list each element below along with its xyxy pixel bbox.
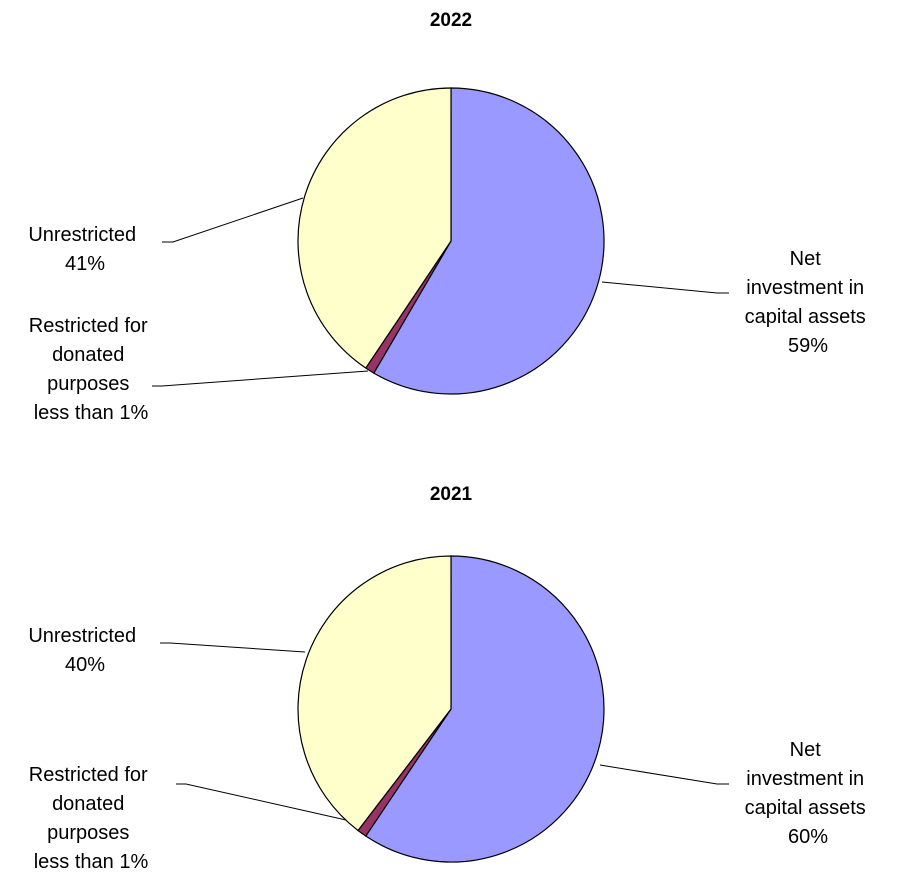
chart-title: 2021: [430, 484, 473, 505]
pie-slice-unrestricted: [297, 87, 452, 369]
leader-line-net-investment: [601, 281, 729, 294]
label-restricted: Restricted for donated purposes less tha…: [29, 315, 154, 424]
pie-slice-unrestricted: [297, 555, 452, 832]
chart-title: 2022: [430, 10, 472, 31]
label-restricted: Restricted for donated purposes less tha…: [29, 764, 154, 873]
leader-line-restricted: [176, 783, 347, 821]
leader-line-net-investment: [599, 764, 729, 785]
label-net-investment: Net investment in capital assets 60%: [745, 739, 872, 848]
pie-slice-net-investment-in-capital-assets: [364, 555, 605, 863]
pie-slice-net-investment-in-capital-assets: [372, 87, 605, 395]
label-net-investment: Net investment in capital assets 59%: [745, 248, 872, 357]
pie-chart-2021: 2021 Net investment in capital assets 60…: [28, 484, 872, 873]
pie-chart-2022: 2022 Net investment in capital assets 59…: [28, 10, 872, 424]
label-unrestricted: Unrestricted 40%: [28, 625, 141, 676]
leader-line-unrestricted: [162, 197, 304, 243]
leader-line-restricted: [152, 370, 369, 387]
label-unrestricted: Unrestricted 41%: [28, 224, 141, 275]
leader-line-unrestricted: [160, 642, 306, 653]
